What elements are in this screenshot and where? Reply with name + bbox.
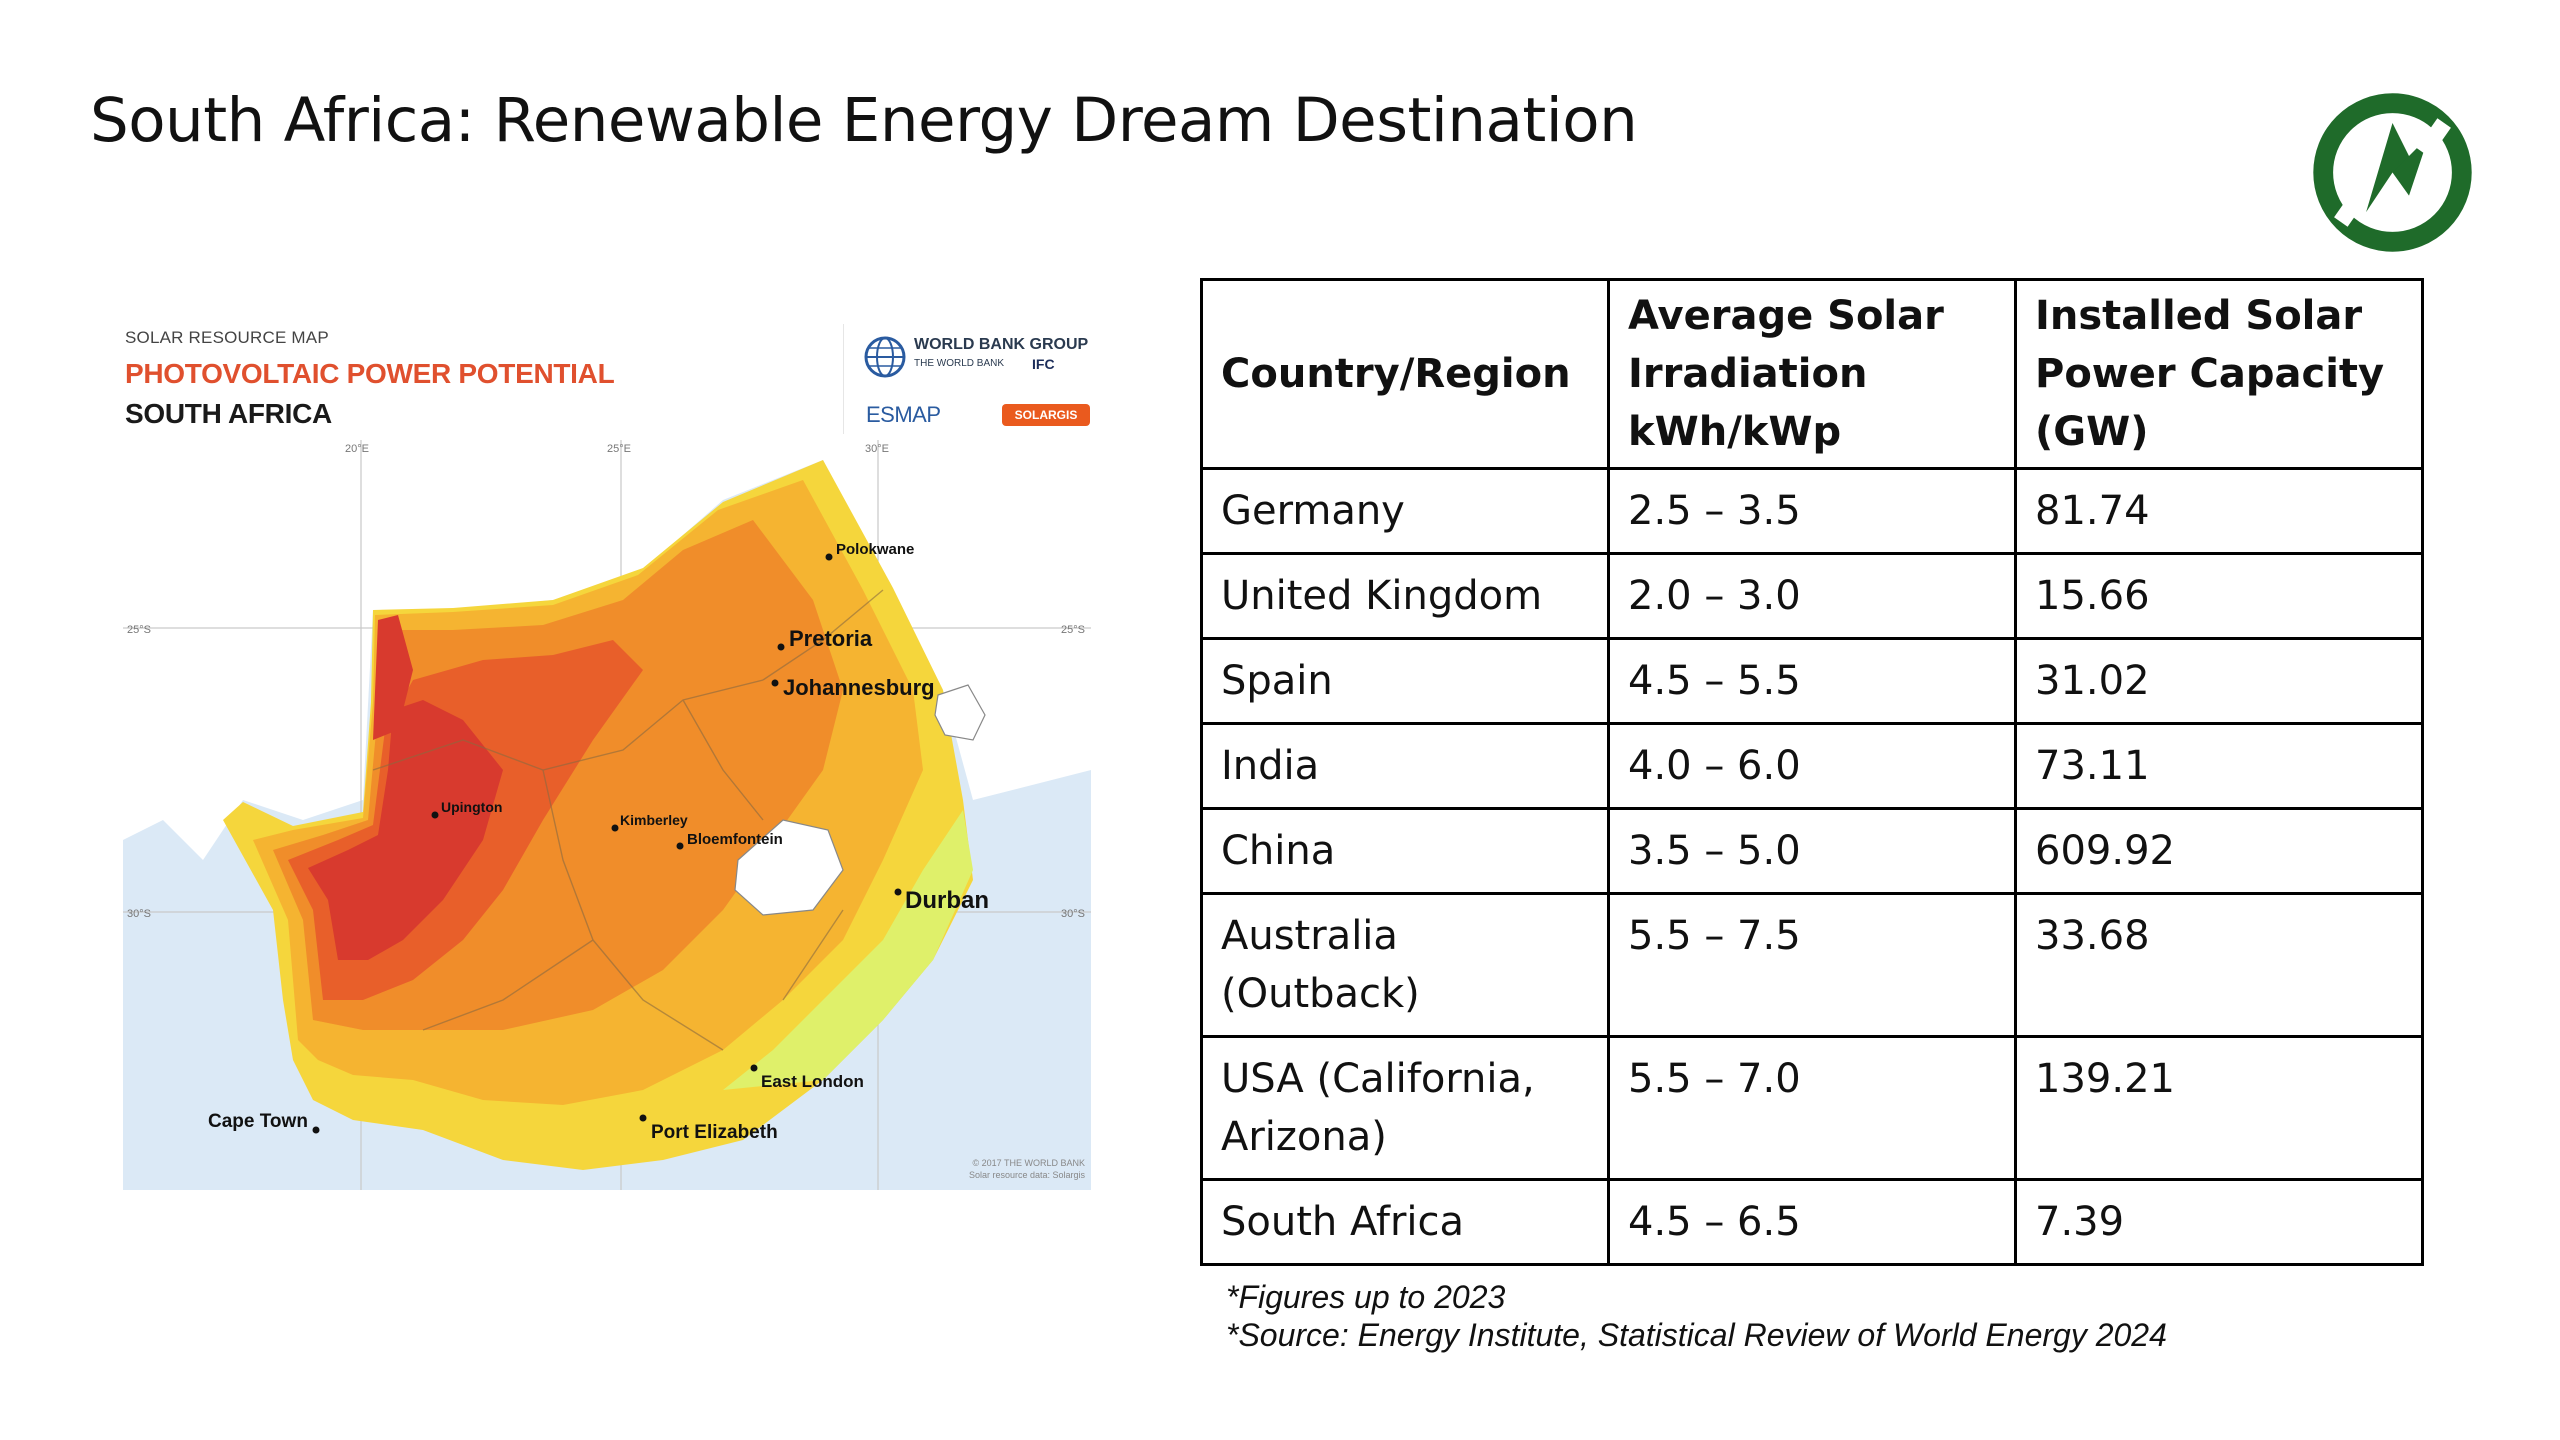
footnote-figures: *Figures up to 2023 bbox=[1226, 1279, 1506, 1315]
world-bank-globe-icon bbox=[864, 336, 906, 378]
graticule-25e: 25°E bbox=[607, 443, 631, 455]
cell-capacity: 73.11 bbox=[2014, 722, 2424, 810]
footnotes: *Figures up to 2023 *Source: Energy Inst… bbox=[1226, 1278, 2167, 1354]
map-heading: PHOTOVOLTAIC POWER POTENTIAL bbox=[125, 358, 615, 389]
table-row: United Kingdom 2.0 – 3.0 15.66 bbox=[1200, 552, 2424, 640]
table-header-row: Country/Region Average Solar Irradiation… bbox=[1200, 278, 2424, 470]
cell-irradiation: 5.5 – 7.5 bbox=[1607, 892, 2017, 1038]
ifc-label: IFC bbox=[1032, 356, 1055, 372]
map-kicker: SOLAR RESOURCE MAP bbox=[125, 328, 329, 347]
table-row: USA (California, Arizona) 5.5 – 7.0 139.… bbox=[1200, 1035, 2424, 1181]
cell-country: Germany bbox=[1200, 467, 1610, 555]
city-bloemfontein: Bloemfontein bbox=[687, 831, 783, 848]
graticule-25s-right: 25°S bbox=[1061, 624, 1085, 636]
map-credit-line2: Solar resource data: Solargis bbox=[969, 1170, 1086, 1180]
header-country: Country/Region bbox=[1200, 278, 1610, 470]
graticule-30e: 30°E bbox=[865, 443, 889, 455]
city-johannesburg: Johannesburg bbox=[783, 675, 935, 700]
city-durban: Durban bbox=[905, 887, 989, 914]
cell-country: Spain bbox=[1200, 637, 1610, 725]
cell-capacity: 81.74 bbox=[2014, 467, 2424, 555]
header-irradiation: Average Solar Irradiation kWh/kWp bbox=[1607, 278, 2017, 470]
city-cape-town: Cape Town bbox=[208, 1111, 308, 1132]
map-header: SOLAR RESOURCE MAP PHOTOVOLTAIC POWER PO… bbox=[123, 318, 1091, 440]
cell-irradiation: 2.5 – 3.5 bbox=[1607, 467, 2017, 555]
city-upington: Upington bbox=[441, 799, 502, 815]
city-port-elizabeth: Port Elizabeth bbox=[651, 1122, 778, 1143]
world-bank-sub-label: THE WORLD BANK bbox=[914, 358, 1005, 369]
map-graphic: Polokwane Pretoria Johannesburg Upington… bbox=[123, 440, 1091, 1190]
header-capacity: Installed Solar Power Capacity (GW) bbox=[2014, 278, 2424, 470]
slide-title: South Africa: Renewable Energy Dream Des… bbox=[90, 85, 1638, 156]
cell-country: China bbox=[1200, 807, 1610, 895]
table-row: Germany 2.5 – 3.5 81.74 bbox=[1200, 467, 2424, 555]
cell-capacity: 139.21 bbox=[2014, 1035, 2424, 1181]
cell-irradiation: 3.5 – 5.0 bbox=[1607, 807, 2017, 895]
solar-resource-map: SOLAR RESOURCE MAP PHOTOVOLTAIC POWER PO… bbox=[123, 318, 1091, 1190]
cell-irradiation: 4.5 – 6.5 bbox=[1607, 1178, 2017, 1266]
city-east-london: East London bbox=[761, 1072, 864, 1091]
world-bank-label: WORLD BANK GROUP bbox=[914, 336, 1089, 353]
esmap-label: ESMAP bbox=[866, 402, 941, 427]
partner-logos: WORLD BANK GROUP THE WORLD BANK IFC ESMA… bbox=[843, 324, 1092, 434]
graticule-25s-left: 25°S bbox=[127, 624, 151, 636]
map-country: SOUTH AFRICA bbox=[125, 398, 332, 429]
city-pretoria: Pretoria bbox=[789, 626, 873, 651]
cell-capacity: 609.92 bbox=[2014, 807, 2424, 895]
cell-country: South Africa bbox=[1200, 1178, 1610, 1266]
solar-comparison-table: Country/Region Average Solar Irradiation… bbox=[1200, 278, 2424, 1266]
cell-irradiation: 4.0 – 6.0 bbox=[1607, 722, 2017, 810]
cell-irradiation: 2.0 – 3.0 bbox=[1607, 552, 2017, 640]
cell-country: India bbox=[1200, 722, 1610, 810]
cell-country: USA (California, Arizona) bbox=[1200, 1035, 1610, 1181]
table-row: India 4.0 – 6.0 73.11 bbox=[1200, 722, 2424, 810]
table-row: South Africa 4.5 – 6.5 7.39 bbox=[1200, 1178, 2424, 1266]
cell-capacity: 33.68 bbox=[2014, 892, 2424, 1038]
table-row: China 3.5 – 5.0 609.92 bbox=[1200, 807, 2424, 895]
city-kimberley: Kimberley bbox=[620, 812, 688, 828]
graticule-20e: 20°E bbox=[345, 443, 369, 455]
cell-irradiation: 5.5 – 7.0 bbox=[1607, 1035, 2017, 1181]
map-credit-line1: © 2017 THE WORLD BANK bbox=[973, 1158, 1086, 1168]
cell-capacity: 15.66 bbox=[2014, 552, 2424, 640]
solargis-badge: SOLARGIS bbox=[1002, 404, 1090, 426]
cell-country: United Kingdom bbox=[1200, 552, 1610, 640]
cell-capacity: 7.39 bbox=[2014, 1178, 2424, 1266]
cell-country: Australia (Outback) bbox=[1200, 892, 1610, 1038]
table-row: Australia (Outback) 5.5 – 7.5 33.68 bbox=[1200, 892, 2424, 1038]
compass-leaf-logo-icon bbox=[2313, 93, 2472, 252]
table-row: Spain 4.5 – 5.5 31.02 bbox=[1200, 637, 2424, 725]
cell-capacity: 31.02 bbox=[2014, 637, 2424, 725]
cell-irradiation: 4.5 – 5.5 bbox=[1607, 637, 2017, 725]
graticule-30s-right: 30°S bbox=[1061, 908, 1085, 920]
footnote-source: *Source: Energy Institute, Statistical R… bbox=[1226, 1317, 2167, 1353]
graticule-30s-left: 30°S bbox=[127, 908, 151, 920]
city-polokwane: Polokwane bbox=[836, 541, 914, 558]
